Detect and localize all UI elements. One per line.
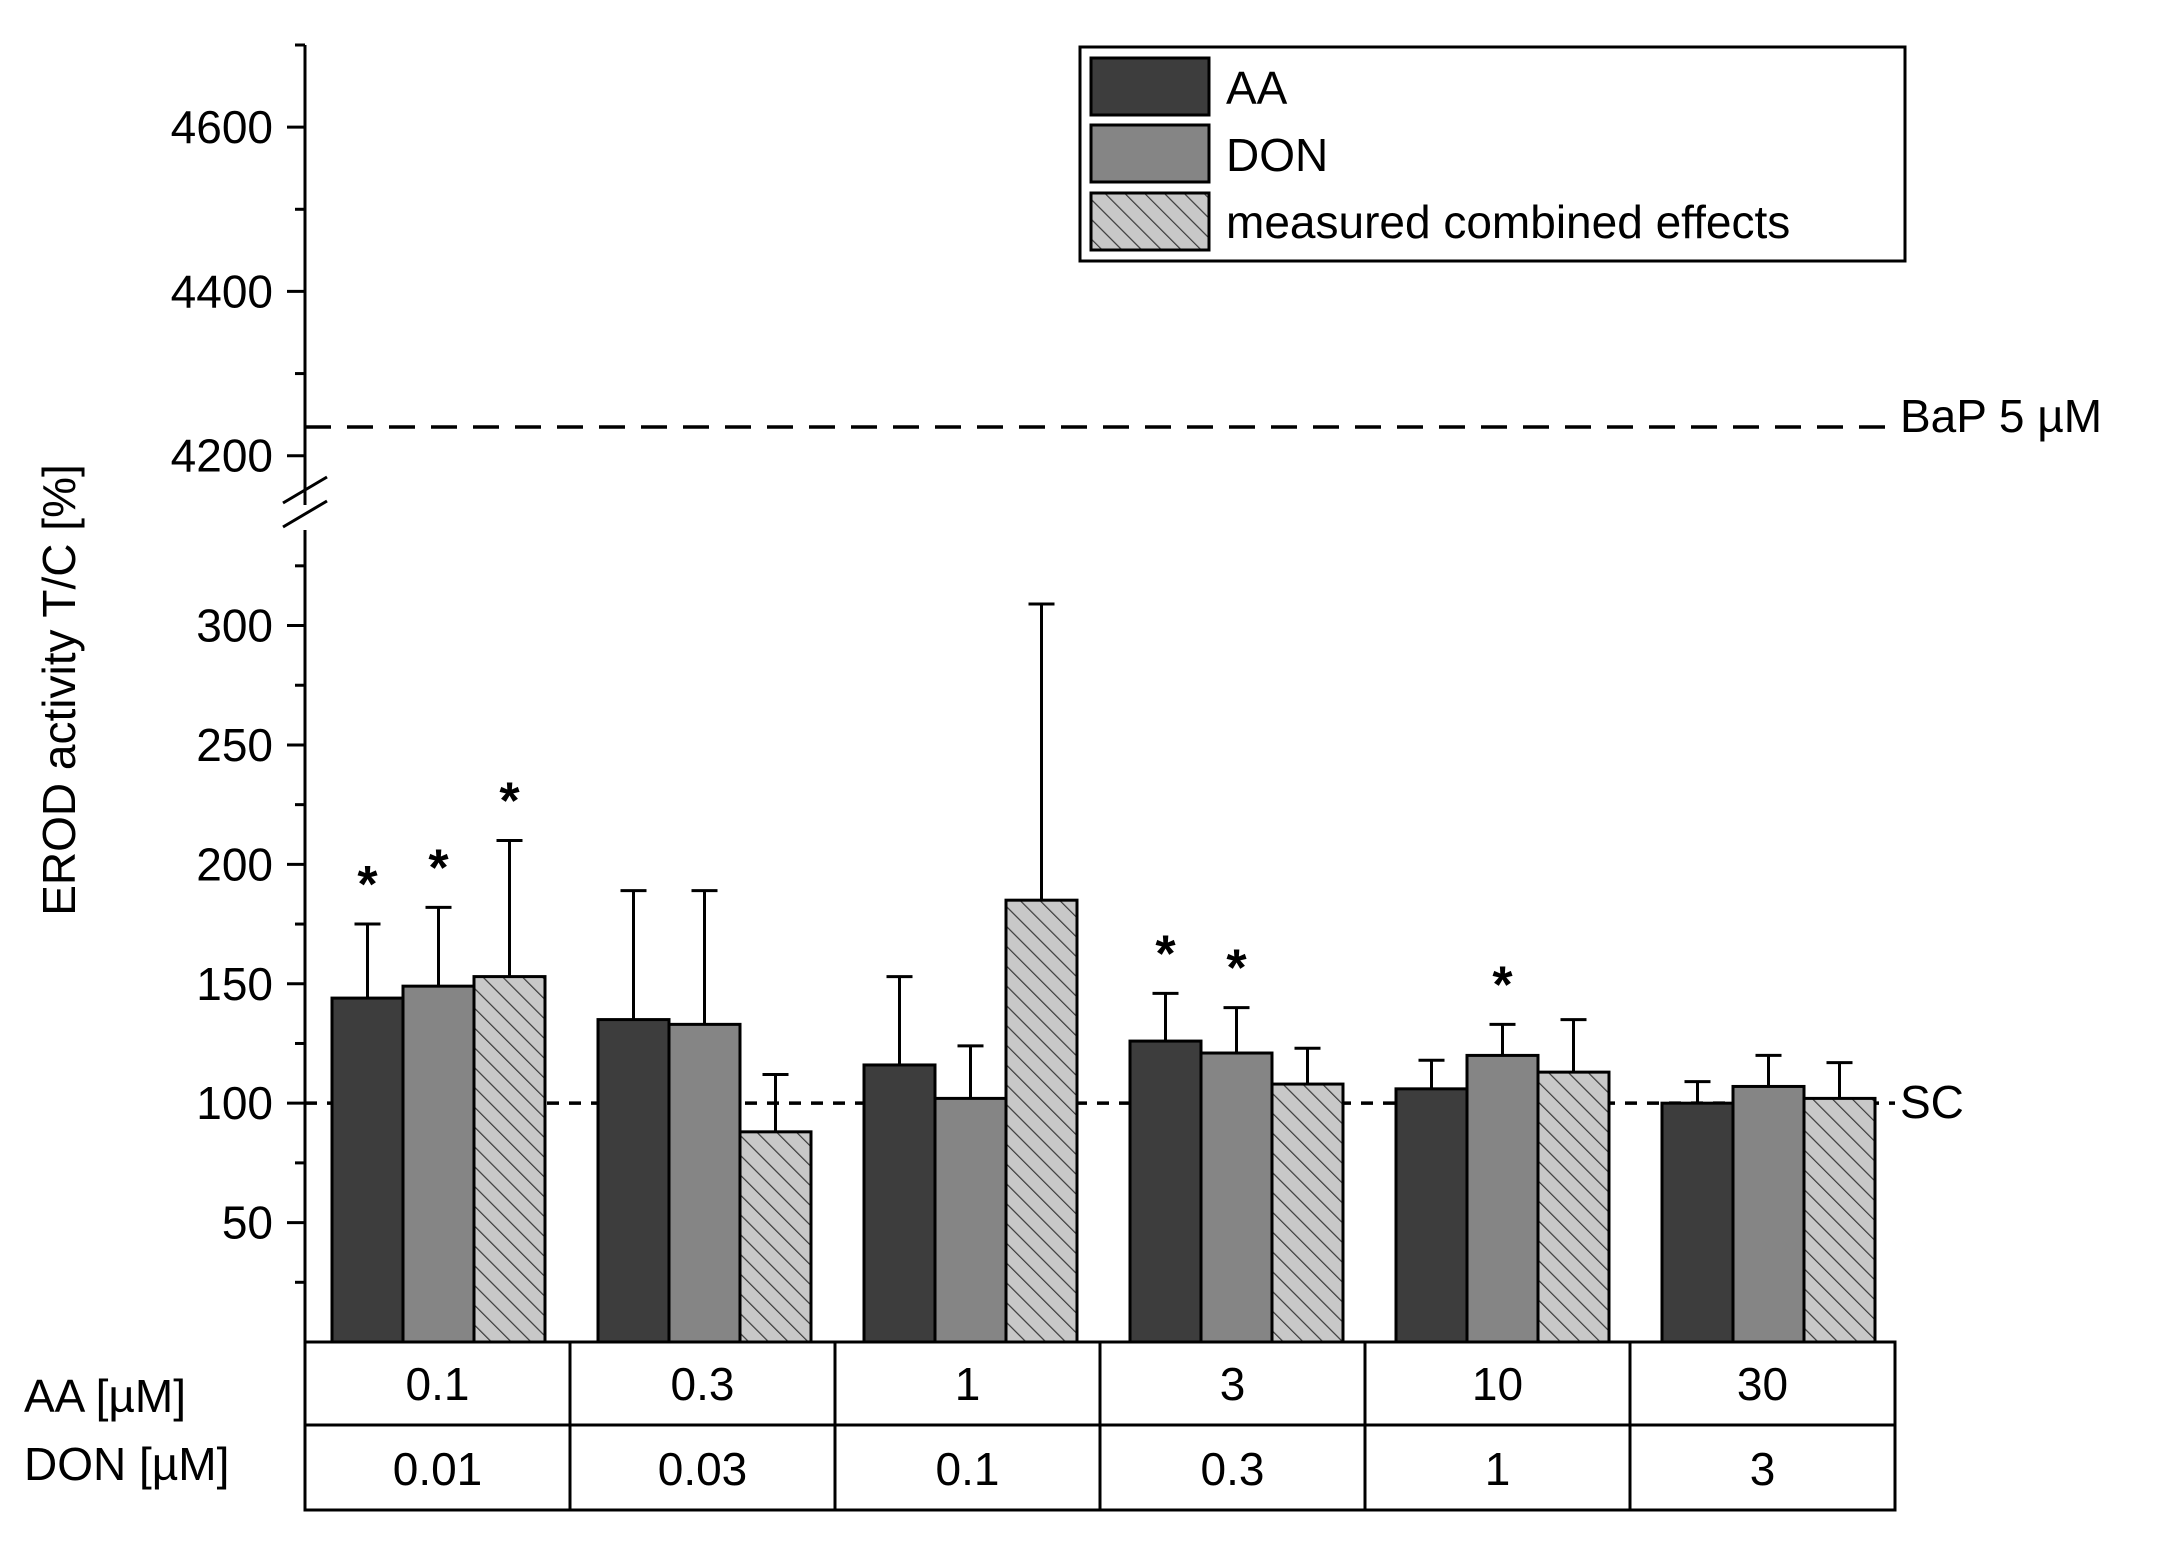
bar-combined	[1536, 1070, 1611, 1344]
y-tick-label: 4200	[171, 430, 273, 482]
don-concentration: 0.3	[1201, 1443, 1265, 1495]
bar-aa	[1394, 1087, 1469, 1344]
aa-concentration: 0.1	[406, 1358, 470, 1410]
y-tick-label: 4400	[171, 265, 273, 317]
bar-don	[1199, 1051, 1274, 1344]
y-tick-label: 100	[196, 1077, 273, 1129]
y-tick-label: 200	[196, 838, 273, 890]
bar-aa	[1128, 1039, 1203, 1344]
bar-don	[667, 1022, 742, 1344]
bar-aa	[330, 996, 405, 1344]
concentration-table: 0.1 0.01 0.3 0.03 1 0.1 3 0.3 10 1 30 3	[303, 1340, 1897, 1512]
reference-lines	[305, 425, 1895, 1105]
axis-break-mark	[282, 499, 328, 529]
row-label-aa: AA [µM]	[24, 1370, 186, 1422]
bar-don	[1465, 1053, 1540, 1344]
don-concentration: 1	[1485, 1443, 1511, 1495]
aa-concentration: 0.3	[671, 1358, 735, 1410]
bar-don	[1731, 1084, 1806, 1344]
bar-combined	[472, 975, 547, 1344]
y-tick-label: 150	[196, 958, 273, 1010]
legend-label-aa: AA	[1226, 62, 1288, 114]
y-tick-label: 4600	[171, 101, 273, 153]
y-axis-title: EROD activity T/C [%]	[33, 464, 85, 916]
bar-aa	[596, 1018, 671, 1344]
row-label-don: DON [µM]	[24, 1438, 229, 1490]
error-bars	[354, 602, 1853, 1132]
significance-marks: * * * * * *	[357, 772, 1513, 1014]
bar-aa	[862, 1063, 937, 1344]
significance-star: *	[428, 839, 449, 897]
bar-combined	[1004, 898, 1079, 1344]
bar-combined	[1802, 1096, 1877, 1344]
ref-label-sc: SC	[1900, 1076, 1964, 1128]
bars	[330, 898, 1877, 1344]
significance-star: *	[1226, 940, 1247, 998]
ref-label-bap: BaP 5 µM	[1900, 390, 2102, 442]
legend: AA DON measured combined effects	[1078, 45, 1907, 263]
y-tick-label: 250	[196, 719, 273, 771]
aa-concentration: 3	[1220, 1358, 1246, 1410]
bar-don	[401, 984, 476, 1344]
legend-frame	[1078, 45, 1907, 263]
aa-concentration: 30	[1737, 1358, 1788, 1410]
don-concentration: 0.01	[393, 1443, 483, 1495]
legend-swatch-aa	[1089, 56, 1211, 117]
bar-combined	[1270, 1082, 1345, 1344]
bar-aa	[1660, 1101, 1735, 1344]
legend-swatch-don	[1089, 123, 1211, 184]
legend-swatch-combined	[1089, 191, 1211, 252]
significance-star: *	[1492, 956, 1513, 1014]
legend-label-don: DON	[1226, 129, 1328, 181]
don-concentration: 0.03	[658, 1443, 748, 1495]
aa-concentration: 10	[1472, 1358, 1523, 1410]
bar-don	[933, 1096, 1008, 1344]
y-tick-label: 300	[196, 600, 273, 652]
legend-label-combined: measured combined effects	[1226, 196, 1790, 248]
don-concentration: 0.1	[936, 1443, 1000, 1495]
don-concentration: 3	[1750, 1443, 1776, 1495]
significance-star: *	[1155, 925, 1176, 983]
significance-star: *	[499, 772, 520, 830]
aa-concentration: 1	[955, 1358, 981, 1410]
axis-break-mark	[282, 475, 328, 505]
significance-star: *	[357, 856, 378, 914]
bar-combined	[738, 1130, 813, 1344]
y-tick-label: 50	[222, 1197, 273, 1249]
